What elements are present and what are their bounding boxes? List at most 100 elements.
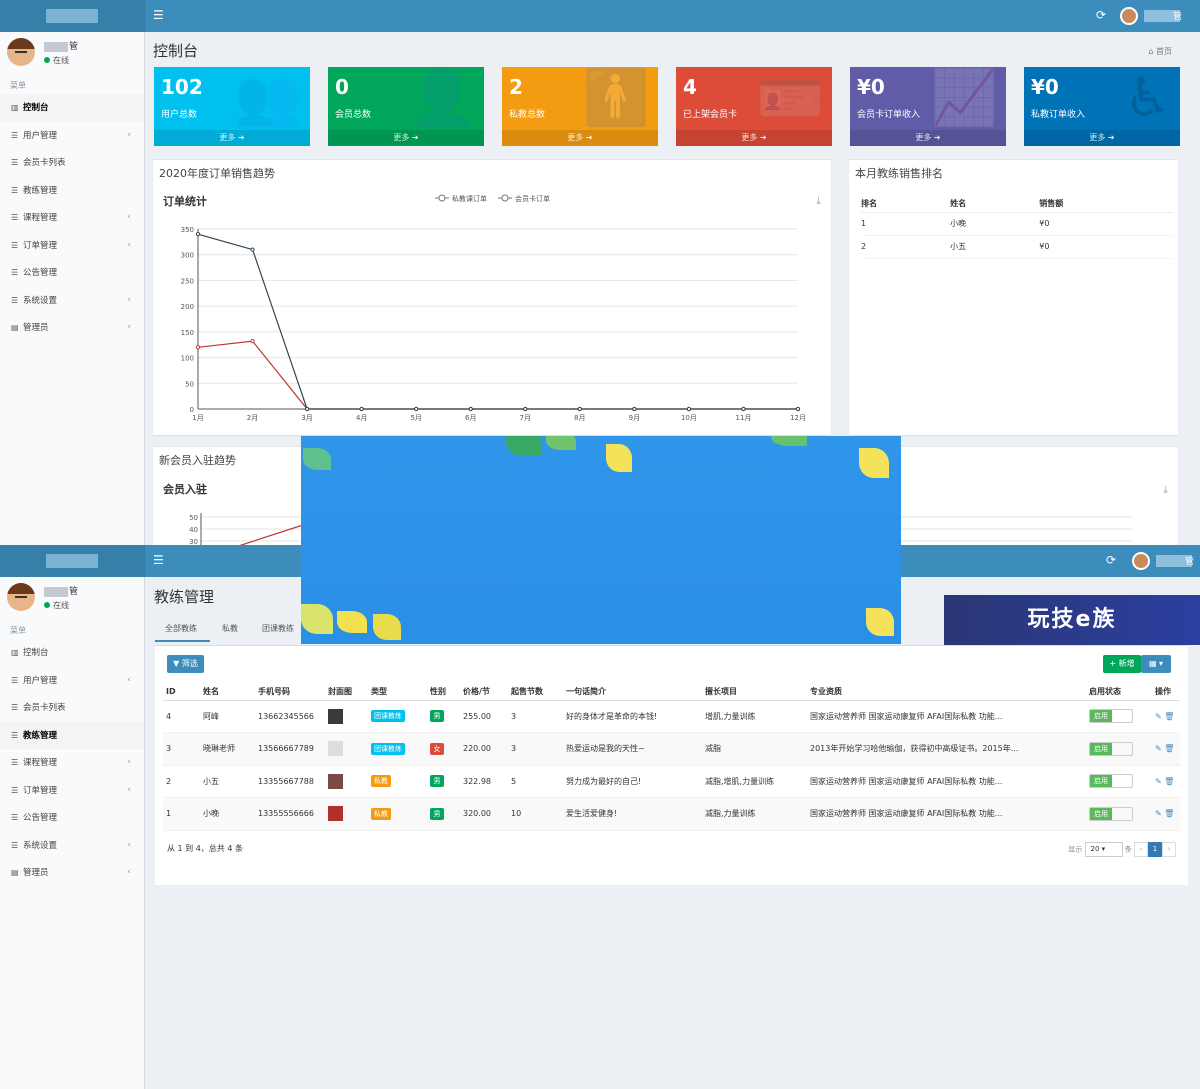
edit-icon[interactable]: ✎ <box>1155 744 1162 754</box>
edit-icon[interactable]: ✎ <box>1155 711 1162 721</box>
info-box: 🪪 4 已上架会员卡 更多 ➜ <box>676 67 832 146</box>
sidebar-item[interactable]: ☰ 公告管理 <box>0 804 144 832</box>
user-menu[interactable]: 管 <box>1144 10 1182 22</box>
cover-image[interactable] <box>328 708 343 724</box>
chevron-left-icon: ‹ <box>127 322 131 332</box>
download-icon[interactable]: ⤓ <box>1163 483 1168 496</box>
info-box-label: 私教总数 <box>509 110 546 120</box>
more-link[interactable]: 更多 ➜ <box>154 130 310 146</box>
table-cell: 小五 <box>950 235 1040 259</box>
more-link[interactable]: 更多 ➜ <box>1024 130 1180 146</box>
info-box-label: 会员卡订单收入 <box>857 110 921 120</box>
download-icon[interactable]: ⤓ <box>816 194 821 207</box>
prev-page-button[interactable]: ‹ <box>1134 842 1148 857</box>
status-toggle[interactable]: 启用 <box>1089 806 1133 821</box>
sidebar-item[interactable]: ☰ 系统设置 ‹ <box>0 832 144 860</box>
hamburger-icon[interactable]: ☰ <box>153 553 164 567</box>
add-button[interactable]: + 新增 <box>1103 655 1141 673</box>
cell-gender: 男 <box>427 797 460 831</box>
tab-all[interactable]: 全部教练 <box>165 624 197 633</box>
sidebar-item[interactable]: ☰ 教练管理 <box>0 721 144 749</box>
sidebar-item[interactable]: ☰ 课程管理 ‹ <box>0 204 144 232</box>
columns-toggle-button[interactable]: ▦ ▾ <box>1141 655 1171 673</box>
sidebar-item[interactable]: ☰ 订单管理 ‹ <box>0 232 144 260</box>
page-size-select[interactable]: 20 ▾ <box>1084 842 1123 857</box>
bar-chart-icon: ▥ <box>11 648 19 657</box>
cover-image[interactable] <box>328 806 343 822</box>
more-link[interactable]: 更多 ➜ <box>328 130 484 146</box>
sidebar-item-label: 系统设置 <box>23 295 58 306</box>
status-toggle[interactable]: 启用 <box>1089 774 1133 789</box>
sidebar-item-label: 教练管理 <box>23 185 58 196</box>
sidebar-item[interactable]: ▤ 管理员 ‹ <box>0 314 144 342</box>
list-icon: ☰ <box>11 785 19 795</box>
cell-actions: ✎ 🗑 <box>1152 797 1180 831</box>
sidebar-item[interactable]: ☰ 会员卡列表 <box>0 149 144 177</box>
sidebar-user-panel: 管 在线 <box>0 32 144 76</box>
edit-icon[interactable]: ✎ <box>1155 809 1162 819</box>
more-label: 更多 <box>915 133 932 142</box>
sidebar-item[interactable]: ☰ 课程管理 ‹ <box>0 749 144 777</box>
data-point <box>468 406 473 412</box>
sidebar-item-label: 会员卡列表 <box>23 703 66 713</box>
avatar[interactable] <box>1120 7 1138 25</box>
page-button-current[interactable]: 1 <box>1148 842 1162 857</box>
sidebar-item[interactable]: ☰ 系统设置 ‹ <box>0 287 144 315</box>
sidebar-item-label: 控制台 <box>23 648 49 658</box>
list-icon: ☰ <box>11 813 19 822</box>
legend-label[interactable]: 私教课订单 <box>452 194 487 203</box>
status-toggle[interactable]: 启用 <box>1089 741 1133 756</box>
sidebar-item[interactable]: ☰ 用户管理 ‹ <box>0 122 144 150</box>
delete-icon[interactable]: 🗑 <box>1161 776 1175 786</box>
table-cell: ¥0 <box>1039 212 1173 236</box>
delete-icon[interactable]: 🗑 <box>1161 809 1175 819</box>
more-link[interactable]: 更多 ➜ <box>502 130 658 146</box>
cover-image[interactable] <box>328 773 343 789</box>
cell-intro: 爱生活爱健身! <box>563 797 702 831</box>
cell-skills: 减脂,增肌,力量训练 <box>702 765 807 798</box>
sidebar-item[interactable]: ☰ 会员卡列表 <box>0 694 144 722</box>
status-label: 启用 <box>1090 775 1112 788</box>
breadcrumb[interactable]: ⌂ 首页 <box>1148 47 1172 56</box>
tab-private[interactable]: 私教 <box>222 624 238 633</box>
arrow-circle-icon: ➜ <box>757 133 767 142</box>
table-row: 3 晓琳老师 13566667789 团课教练女 220.00 3 热爱运动是我的天性~ 减脂… <box>163 732 1180 766</box>
legend-label[interactable]: 会员卡订单 <box>515 194 550 203</box>
refresh-icon[interactable]: ⟳ <box>1105 553 1116 567</box>
sidebar-item[interactable]: ☰ 公告管理 <box>0 259 144 287</box>
sidebar-item[interactable]: ▤ 管理员 ‹ <box>0 859 144 887</box>
delete-icon[interactable]: 🗑 <box>1161 711 1175 721</box>
sidebar-item[interactable]: ☰ 用户管理 ‹ <box>0 667 144 695</box>
avatar[interactable] <box>1132 552 1150 570</box>
more-link[interactable]: 更多 ➜ <box>676 130 832 146</box>
more-link[interactable]: 更多 ➜ <box>850 130 1006 146</box>
logo[interactable] <box>0 0 145 32</box>
delete-icon[interactable]: 🗑 <box>1161 744 1175 754</box>
data-point <box>795 406 801 412</box>
filter-button[interactable]: ▼ 筛选 <box>167 655 204 673</box>
type-badge: 团课教练 <box>371 710 405 723</box>
page-size-unit: 条 <box>1124 845 1132 854</box>
cover-image[interactable] <box>328 741 343 757</box>
sidebar-item[interactable]: ▥ 控制台 <box>0 639 144 667</box>
legend-marker <box>438 194 446 202</box>
refresh-icon[interactable]: ⟳ <box>1095 8 1106 22</box>
sidebar-item[interactable]: ☰ 教练管理 <box>0 177 144 205</box>
status-toggle[interactable]: 启用 <box>1089 709 1133 724</box>
avatar <box>7 583 35 611</box>
y-tick-label: 50 <box>189 514 198 522</box>
hamburger-icon[interactable]: ☰ <box>153 8 164 22</box>
sidebar-item[interactable]: ▥ 控制台 <box>0 94 144 122</box>
sidebar-item-label: 课程管理 <box>23 758 58 768</box>
user-menu[interactable]: 管 <box>1156 555 1194 567</box>
pagination-summary: 从 1 到 4，总共 4 条 <box>167 844 243 853</box>
chevron-left-icon: ‹ <box>127 239 131 250</box>
edit-icon[interactable]: ✎ <box>1155 776 1162 786</box>
sidebar-item[interactable]: ☰ 订单管理 ‹ <box>0 777 144 805</box>
column-header[interactable]: ID <box>163 684 200 701</box>
cell-certification: 国家运动营养师 国家运动康复师 AFAI国际私教 功能... <box>807 797 1086 831</box>
menu-header: 菜单 <box>10 81 26 90</box>
next-page-button[interactable]: › <box>1162 842 1176 857</box>
tab-group[interactable]: 团课教练 <box>262 624 294 633</box>
logo[interactable] <box>0 545 145 577</box>
